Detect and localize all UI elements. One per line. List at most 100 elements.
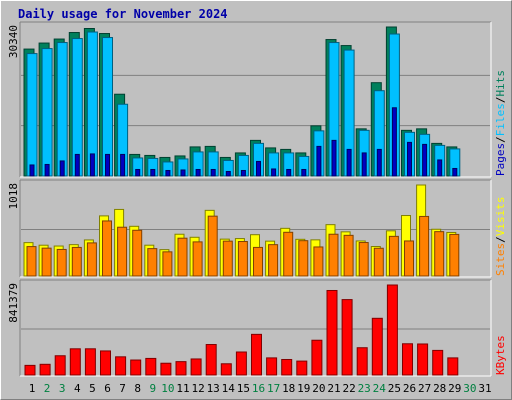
- bar-kbytes-day-20: [311, 339, 323, 376]
- bar-sites-day-11: [177, 237, 188, 277]
- legend-pages: Pages: [494, 143, 507, 176]
- bar-pages-day-18: [286, 168, 292, 177]
- chart-title: Daily usage for November 2024: [18, 7, 228, 21]
- bar-pages-day-20: [316, 145, 322, 177]
- bar-sites-day-1: [26, 246, 37, 277]
- x-tick-label-day-25: 25: [388, 382, 401, 395]
- bar-kbytes-day-17: [266, 357, 278, 376]
- bar-pages-day-24: [376, 148, 382, 177]
- y-axis-max-label: 30340: [7, 25, 20, 58]
- y-axis-max-label: 841379: [7, 283, 20, 323]
- x-tick-label-day-14: 14: [222, 382, 236, 395]
- bar-kbytes-day-13: [205, 344, 217, 376]
- bar-sites-day-4: [71, 246, 82, 277]
- bar-kbytes-day-5: [84, 348, 96, 376]
- bar-sites-day-22: [343, 234, 354, 277]
- bar-sites-day-25: [388, 235, 399, 277]
- bar-sites-day-5: [86, 242, 97, 277]
- bar-sites-day-10: [162, 251, 173, 277]
- legend-separator: /: [494, 97, 507, 104]
- bar-sites-day-20: [313, 246, 324, 277]
- bar-kbytes-day-28: [432, 349, 444, 376]
- bar-sites-day-29: [449, 233, 460, 277]
- x-tick-label-day-10: 10: [161, 382, 174, 395]
- bar-kbytes-day-21: [326, 289, 338, 376]
- bar-pages-day-17: [271, 168, 277, 177]
- bar-kbytes-day-24: [371, 317, 383, 376]
- bar-kbytes-day-8: [130, 359, 142, 376]
- bar-sites-day-9: [147, 248, 158, 277]
- bar-kbytes-day-25: [386, 284, 398, 376]
- series-legend-label: Pages/Files/Hits: [494, 70, 507, 176]
- x-tick-label-day-1: 1: [29, 382, 36, 395]
- legend-visits: Visits: [494, 197, 507, 237]
- bar-pages-day-27: [422, 143, 428, 177]
- bar-sites-day-3: [56, 248, 67, 277]
- bar-sites-day-28: [434, 231, 445, 277]
- bar-pages-day-26: [407, 141, 412, 177]
- bar-sites-day-2: [41, 247, 52, 277]
- bar-sites-day-16: [253, 246, 263, 277]
- x-tick-label-day-9: 9: [149, 382, 156, 395]
- bar-kbytes-day-15: [235, 351, 247, 376]
- legend-sites: Sites: [494, 243, 507, 276]
- bar-kbytes-day-7: [115, 356, 127, 376]
- bar-pages-day-19: [301, 168, 307, 177]
- bar-kbytes-day-19: [296, 360, 308, 376]
- bar-sites-day-18: [283, 231, 294, 277]
- bar-pages-day-16: [256, 160, 261, 177]
- x-tick-label-day-13: 13: [207, 382, 220, 395]
- bar-sites-day-17: [268, 244, 279, 277]
- bar-kbytes-day-1: [24, 364, 36, 376]
- bar-pages-day-4: [74, 153, 80, 177]
- bar-sites-day-27: [419, 215, 430, 277]
- bar-kbytes-day-16: [251, 333, 262, 376]
- bar-pages-day-22: [346, 148, 352, 177]
- bar-pages-day-12: [195, 168, 201, 177]
- bar-kbytes-day-3: [54, 355, 66, 376]
- x-tick-label-day-12: 12: [191, 382, 204, 395]
- bar-pages-day-25: [391, 107, 397, 177]
- x-tick-label-day-31: 31: [478, 382, 491, 395]
- bar-kbytes-day-4: [69, 348, 81, 376]
- series-legend-label: KBytes: [494, 335, 507, 375]
- bar-kbytes-day-14: [220, 363, 232, 376]
- bar-sites-day-14: [222, 240, 233, 277]
- bar-pages-day-8: [135, 168, 141, 177]
- bar-pages-day-2: [44, 163, 50, 177]
- bar-kbytes-day-10: [160, 362, 172, 376]
- x-tick-label-day-28: 28: [433, 382, 446, 395]
- legend-separator: /: [494, 236, 507, 243]
- x-tick-label-day-7: 7: [119, 382, 126, 395]
- bar-pages-day-13: [210, 168, 216, 177]
- bar-sites-day-15: [237, 241, 248, 277]
- bar-sites-day-19: [298, 240, 309, 277]
- x-tick-label-day-27: 27: [418, 382, 431, 395]
- x-tick-label-day-24: 24: [373, 382, 387, 395]
- x-tick-label-day-3: 3: [59, 382, 66, 395]
- x-tick-label-day-6: 6: [104, 382, 111, 395]
- bar-sites-day-6: [102, 220, 112, 277]
- x-tick-label-day-8: 8: [134, 382, 141, 395]
- bar-kbytes-day-27: [417, 343, 429, 376]
- x-tick-label-day-20: 20: [312, 382, 325, 395]
- x-tick-label-day-21: 21: [327, 382, 340, 395]
- bar-files-day-2: [41, 48, 53, 177]
- bar-kbytes-day-12: [190, 358, 202, 376]
- bar-pages-day-28: [437, 159, 443, 177]
- bar-sites-day-23: [358, 242, 369, 277]
- x-tick-label-day-19: 19: [297, 382, 310, 395]
- bar-files-day-1: [26, 53, 38, 177]
- legend-separator: /: [494, 136, 507, 143]
- bar-sites-day-24: [373, 247, 384, 277]
- bar-pages-day-5: [89, 153, 95, 177]
- bar-sites-day-7: [117, 226, 128, 277]
- bar-kbytes-day-6: [100, 350, 111, 376]
- bar-pages-day-15: [240, 169, 246, 177]
- x-tick-label-day-15: 15: [237, 382, 250, 395]
- bar-files-day-3: [56, 42, 68, 177]
- bar-sites-day-13: [207, 215, 218, 277]
- bar-pages-day-14: [225, 170, 231, 177]
- bar-pages-day-1: [29, 164, 35, 177]
- x-tick-label-day-26: 26: [403, 382, 416, 395]
